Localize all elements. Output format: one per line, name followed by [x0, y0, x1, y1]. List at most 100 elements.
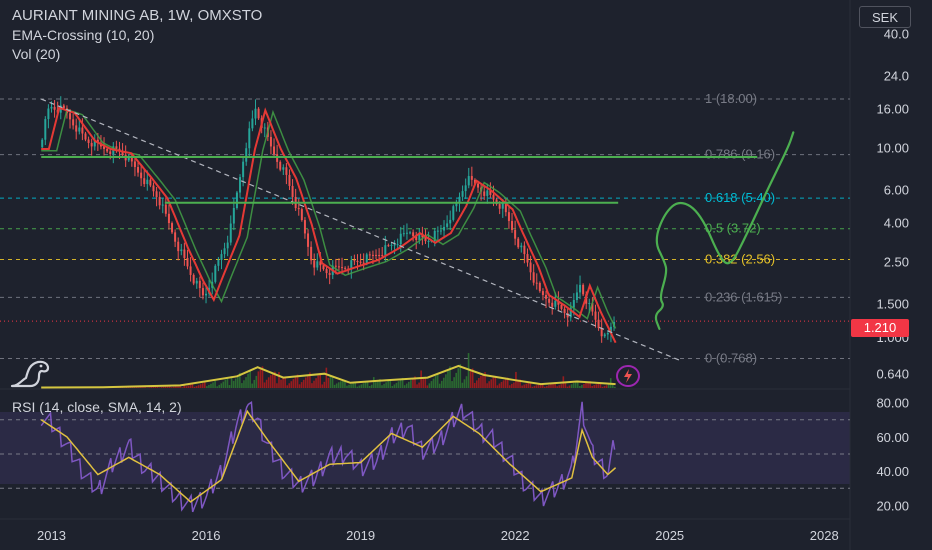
- volume-bar: [408, 381, 410, 388]
- volume-bar: [478, 378, 480, 388]
- currency-button[interactable]: SEK: [859, 6, 911, 28]
- volume-bar: [276, 383, 278, 388]
- volume-bar: [346, 385, 348, 388]
- volume-bar: [302, 379, 305, 388]
- candle-body: [53, 106, 56, 110]
- time-axis-tick-label: 2028: [810, 528, 839, 543]
- candle-body: [235, 192, 238, 209]
- candle-body: [87, 139, 90, 143]
- candle-body: [449, 219, 452, 224]
- candle-body: [359, 261, 362, 263]
- candle-body: [328, 273, 331, 275]
- volume-bar: [162, 386, 165, 388]
- volume-bar: [368, 385, 371, 388]
- price-axis-tick-label: 1.500: [876, 296, 909, 311]
- candle-body: [84, 133, 87, 140]
- volume-ma-line: [41, 364, 616, 389]
- volume-bar: [418, 382, 420, 388]
- volume-bar: [206, 386, 208, 388]
- candle-body: [205, 293, 208, 296]
- volume-bar: [517, 380, 519, 388]
- volume-bar: [288, 383, 291, 388]
- lightning-bolt-icon[interactable]: [616, 365, 640, 387]
- candle-body: [316, 261, 319, 268]
- candle-body: [322, 265, 325, 270]
- time-axis-tick-label: 2022: [501, 528, 530, 543]
- candle-body: [529, 262, 532, 273]
- volume-bar: [576, 380, 579, 388]
- volume-bar: [255, 375, 258, 388]
- volume-bar: [544, 386, 546, 388]
- volume-bar: [377, 380, 379, 388]
- volume-bar: [307, 375, 309, 388]
- volume-bar: [304, 377, 307, 388]
- volume-bar: [405, 383, 408, 388]
- volume-bar: [546, 385, 548, 388]
- candle-body: [427, 241, 430, 243]
- candle-body: [439, 230, 442, 232]
- volume-bar: [296, 374, 299, 388]
- rsi-axis-tick-label: 80.00: [876, 396, 909, 411]
- ema-crossing-legend[interactable]: EMA-Crossing (10, 20): [12, 27, 155, 43]
- volume-bar: [230, 376, 233, 388]
- candle-body: [152, 185, 155, 192]
- candle-body: [164, 204, 167, 214]
- candle-body: [486, 190, 489, 196]
- volume-bar: [453, 377, 455, 388]
- candle-body: [362, 262, 365, 264]
- candle-body: [424, 237, 427, 242]
- candle-body: [566, 313, 569, 318]
- price-axis-tick-label: 40.0: [884, 26, 909, 41]
- volume-bar: [500, 381, 503, 388]
- rsi-axis-tick-label: 60.00: [876, 430, 909, 445]
- volume-legend[interactable]: Vol (20): [12, 46, 61, 62]
- candle-body: [78, 127, 81, 132]
- volume-bar: [236, 375, 239, 388]
- volume-bar: [340, 381, 342, 388]
- volume-bar: [482, 373, 484, 388]
- candle-body: [452, 206, 455, 220]
- volume-bar: [354, 382, 357, 388]
- volume-bar: [179, 385, 181, 388]
- volume-bar: [136, 386, 138, 388]
- volume-bar: [570, 384, 573, 388]
- candle-body: [384, 245, 387, 256]
- volume-bar: [191, 383, 194, 388]
- volume-bar: [284, 376, 286, 388]
- rsi-legend[interactable]: RSI (14, close, SMA, 14, 2): [12, 399, 182, 415]
- volume-bar: [395, 382, 398, 388]
- volume-bar: [189, 384, 192, 388]
- volume-bar: [414, 376, 416, 388]
- volume-bar: [451, 381, 453, 388]
- volume-bar: [125, 387, 128, 388]
- volume-bar: [187, 385, 190, 388]
- volume-bar: [447, 370, 449, 388]
- volume-bar: [399, 379, 402, 388]
- volume-bar: [529, 382, 532, 388]
- volume-bar: [360, 384, 363, 388]
- volume-bar: [436, 372, 439, 388]
- candle-body: [378, 254, 381, 256]
- volume-bar: [389, 379, 392, 388]
- volume-bar: [294, 376, 297, 388]
- rsi-lines: [0, 400, 850, 513]
- volume-bar: [539, 384, 542, 388]
- candle-body: [582, 284, 585, 295]
- volume-bar: [531, 386, 534, 388]
- volume-bar: [333, 384, 336, 388]
- candle-body: [507, 212, 510, 222]
- volume-bar: [424, 376, 427, 388]
- symbol-title[interactable]: AURIANT MINING AB, 1W, OMXSTO: [12, 7, 263, 24]
- candle-body: [282, 167, 285, 170]
- fib-level-label: 0.236 (1.615): [705, 289, 782, 304]
- volume-bars: [41, 353, 616, 389]
- volume-bar: [428, 383, 431, 388]
- volume-bar: [605, 385, 608, 388]
- candle-body: [180, 249, 183, 252]
- candle-body: [155, 191, 158, 198]
- rsi-axis-tick-label: 20.00: [876, 498, 909, 513]
- volume-bar: [521, 385, 523, 388]
- price-axis-tick-label: 0.640: [876, 366, 909, 381]
- candle-body: [245, 148, 248, 162]
